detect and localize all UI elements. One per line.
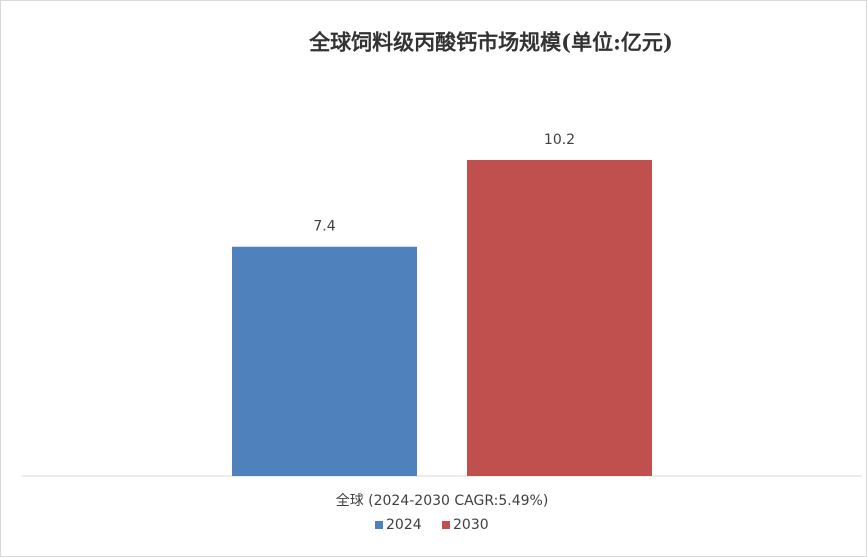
legend-label: 2030 xyxy=(453,517,489,533)
legend-swatch xyxy=(375,521,383,529)
x-tick-label: 全球 (2024-2030 CAGR:5.49%) xyxy=(336,492,549,509)
value-label: 7.4 xyxy=(313,219,335,235)
value-label: 10.2 xyxy=(544,132,575,148)
bar xyxy=(467,160,652,476)
legend-label: 2024 xyxy=(386,517,422,533)
legend-swatch xyxy=(442,521,450,529)
chart-title: 全球饲料级丙酸钙市场规模(单位:亿元) xyxy=(308,30,673,55)
bar xyxy=(232,246,417,476)
